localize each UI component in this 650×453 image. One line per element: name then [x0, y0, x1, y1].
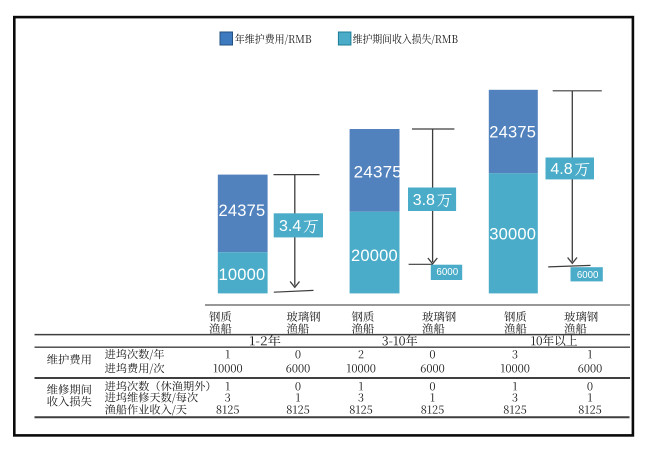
svg-text:24375: 24375	[218, 202, 265, 220]
svg-text:30000: 30000	[489, 225, 536, 243]
svg-text:10000: 10000	[218, 266, 265, 284]
svg-text:24375: 24375	[354, 162, 402, 181]
svg-text:3.8: 3.8	[413, 192, 435, 209]
svg-text:24375: 24375	[489, 124, 536, 142]
svg-text:20000: 20000	[351, 247, 398, 265]
svg-text:3.4: 3.4	[279, 218, 301, 235]
svg-text:6000: 6000	[436, 267, 458, 278]
svg-text:4.8: 4.8	[550, 161, 572, 178]
svg-text:6000: 6000	[577, 270, 599, 281]
